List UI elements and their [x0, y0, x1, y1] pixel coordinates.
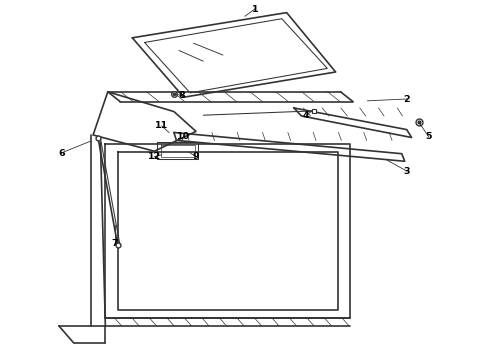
- Text: 1: 1: [251, 4, 258, 13]
- Text: 7: 7: [112, 238, 119, 248]
- Text: 6: 6: [58, 149, 65, 158]
- Text: 5: 5: [425, 132, 432, 141]
- Text: 11: 11: [155, 122, 169, 130]
- Text: 2: 2: [403, 94, 410, 104]
- Text: 10: 10: [177, 132, 190, 141]
- Text: 3: 3: [403, 166, 410, 175]
- Text: 4: 4: [303, 111, 310, 120]
- Text: 8: 8: [178, 91, 185, 100]
- Text: 9: 9: [193, 152, 199, 161]
- Text: 12: 12: [147, 152, 161, 161]
